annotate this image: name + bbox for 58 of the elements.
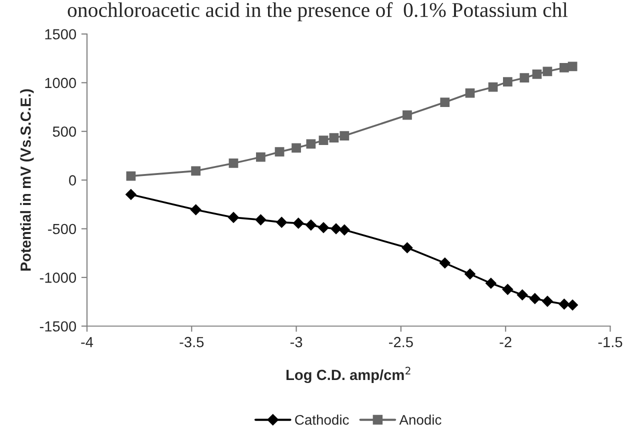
x-tick-label: -1.5 (598, 337, 622, 348)
x-tick-label: -2 (500, 336, 512, 348)
point (330, 223, 342, 234)
point (529, 293, 540, 304)
point (329, 133, 339, 142)
point (560, 63, 569, 72)
point (191, 166, 201, 176)
y-tick-label: 1000 (45, 78, 76, 88)
point (516, 289, 528, 300)
y-tick-label: -1500 (40, 321, 76, 332)
point (488, 82, 498, 92)
point (292, 218, 304, 229)
point (274, 147, 284, 157)
point (228, 212, 239, 223)
y-tick-label: 0 (69, 175, 76, 186)
x-tick-label: -3 (290, 336, 302, 348)
point (502, 284, 514, 295)
point (486, 278, 496, 289)
point (318, 136, 328, 146)
y-tick-label: 500 (52, 126, 76, 137)
point (520, 73, 530, 83)
y-tick-label: -500 (48, 224, 76, 234)
x-tick-label: -2.5 (389, 336, 413, 348)
point (255, 214, 266, 226)
point (228, 158, 238, 168)
point (532, 69, 542, 79)
point (439, 258, 450, 268)
point (256, 152, 266, 162)
point (306, 139, 316, 149)
point (276, 216, 288, 228)
point (464, 268, 476, 280)
point (402, 242, 413, 254)
point (340, 131, 350, 140)
point (542, 66, 552, 76)
point (126, 189, 136, 200)
point (568, 62, 578, 72)
point (318, 222, 329, 234)
legend-label: Cathodic (295, 414, 349, 425)
y-tick-label: -1000 (40, 272, 76, 283)
x-tick-label: -4 (81, 337, 94, 348)
y-tick-label: 1500 (45, 29, 76, 40)
point (502, 77, 512, 87)
point (558, 298, 570, 310)
point (402, 110, 412, 120)
legend-label: Anodic (399, 414, 442, 425)
point (339, 224, 350, 236)
point (292, 143, 301, 153)
y-axis-title: Potential in mV (Vs.S.C.E.) (20, 89, 34, 271)
x-tick-label: -3.5 (180, 336, 204, 348)
point (465, 88, 475, 98)
chart-title: onochloroacetic acid in the presence of 0.1% Potassium chl (68, 2, 568, 22)
point (190, 204, 202, 216)
point (126, 171, 136, 181)
point (440, 98, 450, 107)
point (542, 296, 553, 307)
x-axis-title: Log C.D. amp/cm$^{2}$ (286, 366, 410, 384)
point (567, 300, 578, 310)
point (306, 220, 316, 230)
